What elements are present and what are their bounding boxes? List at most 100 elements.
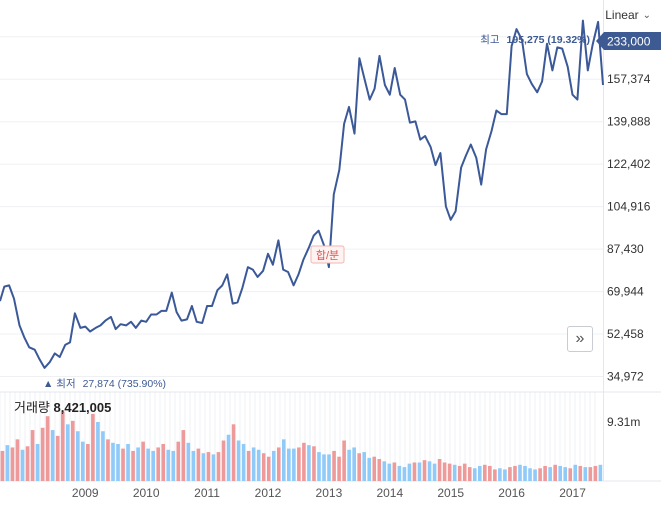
y-tick-label: 139,888 [607, 115, 651, 129]
current-price-tag: 233,000 [596, 32, 661, 50]
volume-bar [518, 464, 522, 481]
volume-bar [176, 441, 181, 481]
volume-bar [503, 469, 507, 481]
volume-bar [422, 460, 427, 481]
volume-bar [75, 431, 80, 481]
volume-bar [402, 467, 407, 481]
volume-bar [548, 467, 552, 481]
volume-bar [523, 465, 527, 481]
volume-bar [588, 467, 593, 481]
volume-bar [337, 456, 341, 481]
double-chevron-right-icon: » [575, 330, 585, 347]
split-marker-box [310, 245, 345, 264]
volume-bar [226, 434, 231, 481]
volume-bar [452, 464, 457, 481]
volume-bar [347, 449, 351, 481]
x-tick-label: 2011 [194, 486, 220, 500]
volume-bar [151, 450, 155, 481]
volume-bar [136, 447, 140, 481]
volume-bar [241, 443, 246, 481]
price-line [0, 19, 604, 369]
volume-bar [342, 440, 346, 481]
expand-chart-button[interactable]: » [567, 326, 593, 352]
volume-bar [397, 465, 402, 481]
x-tick-label: 2017 [559, 486, 586, 500]
x-tick-label: 2012 [255, 486, 282, 500]
volume-bar [447, 463, 452, 481]
volume-bar [407, 463, 412, 481]
split-marker[interactable]: 합/분 [310, 245, 345, 264]
volume-bar [528, 468, 532, 481]
volume-bar [171, 450, 176, 481]
volume-bar [191, 450, 196, 481]
volume-bar [266, 456, 271, 481]
volume-bar [593, 465, 598, 481]
volume-bar [332, 450, 336, 481]
volume-bar [488, 465, 492, 481]
volume-bar [5, 445, 10, 481]
volume-axis-tick: 9.31m [607, 415, 640, 429]
volume-bar [271, 450, 276, 481]
volume-bar [65, 424, 70, 481]
volume-bar [558, 465, 562, 481]
volume-bar [297, 447, 301, 481]
volume-bar [578, 465, 583, 481]
volume-bar [533, 469, 537, 481]
volume-bar [467, 467, 472, 481]
volume-bar [40, 427, 45, 481]
volume-bar [141, 441, 145, 481]
volume-bar [292, 448, 296, 481]
current-price-value: 233,000 [607, 35, 651, 49]
y-axis-ticks: 174,860157,374139,888122,402104,91687,43… [607, 30, 651, 384]
y-tick-label: 52,458 [607, 327, 644, 341]
scale-toggle-button[interactable]: Linear ⌄ [605, 8, 651, 22]
volume-bar [276, 447, 281, 481]
volume-bar [126, 443, 130, 481]
volume-bar [472, 468, 477, 481]
volume-bar [146, 448, 150, 481]
volume-bar [106, 439, 110, 481]
volume-bar [196, 448, 201, 481]
volume-bar [513, 465, 517, 481]
volume-bar [302, 442, 306, 481]
volume-bar [387, 463, 392, 481]
y-tick-label: 69,944 [607, 285, 644, 299]
volume-bar [543, 465, 547, 481]
volume-bar [156, 447, 160, 481]
volume-bar [221, 440, 226, 481]
volume-bars [0, 411, 603, 481]
volume-bar [553, 464, 557, 481]
volume-bar [508, 467, 512, 481]
volume-bar [111, 442, 115, 481]
volume-bar [30, 430, 35, 481]
volume-bar [462, 463, 467, 481]
y-tick-label: 104,916 [607, 200, 651, 214]
high-annotation-prefix: 최고 [480, 34, 500, 46]
volume-bar [307, 445, 311, 481]
volume-bar [312, 446, 316, 481]
current-price-tag-bg [596, 32, 661, 50]
volume-bar [231, 424, 236, 481]
volume-label: 거래량 8,421,005 [14, 397, 111, 416]
volume-bar [246, 450, 251, 481]
volume-bar [81, 441, 85, 481]
volume-bar [116, 443, 120, 481]
volume-bar [538, 468, 542, 481]
volume-bar [367, 457, 372, 481]
high-annotation-text: 195,275 (19.32%) [507, 34, 590, 46]
volume-bar [357, 453, 361, 481]
high-annotation: 최고 195,275 (19.32%) [480, 34, 590, 46]
volume-bar [377, 459, 382, 481]
volume-bar [50, 430, 55, 481]
volume-bar [60, 411, 65, 481]
volume-bar [493, 469, 497, 481]
volume-bar [457, 465, 462, 481]
chevron-down-icon: ⌄ [642, 9, 651, 21]
x-tick-label: 2016 [498, 486, 525, 500]
volume-bar [477, 465, 482, 481]
volume-label-text: 거래량 [14, 400, 50, 415]
volume-bar [166, 449, 171, 481]
volume-bar [201, 453, 206, 481]
volume-bar [25, 446, 30, 481]
volume-bar [10, 447, 15, 481]
